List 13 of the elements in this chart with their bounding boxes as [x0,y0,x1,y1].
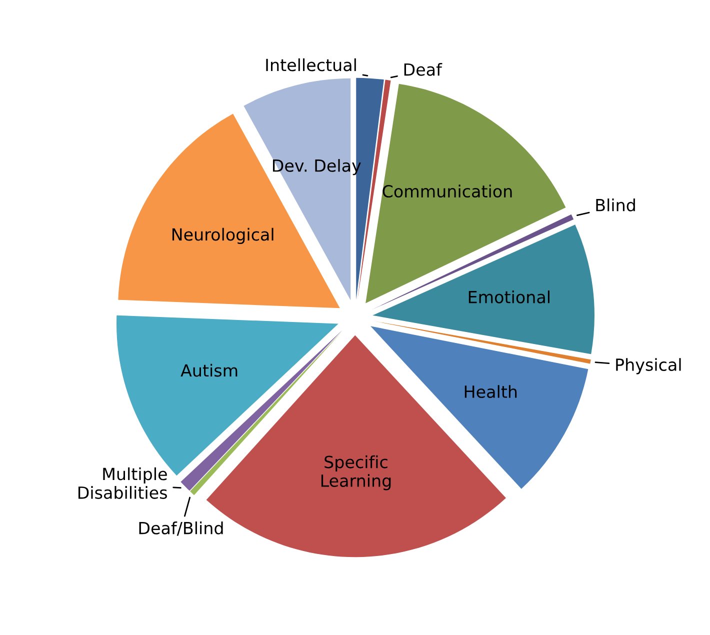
slice-label: Intellectual [266,58,356,72]
slice-label: Emotional [468,290,550,304]
slice-label: Communication [382,184,512,198]
slice-label: Physical [616,358,681,374]
slice-label: Neurological [172,228,274,244]
slice-label: Health [464,385,517,398]
slice-label: Specific Learning [321,455,391,490]
slice-label: Dev. Delay [272,159,361,176]
slice-label: Autism [180,364,238,377]
slice-label: Blind [596,198,635,212]
slice-label: Deaf/Blind [139,521,223,536]
slice-label: Multiple Disabilities [78,467,167,499]
slice-label: Deaf [404,62,442,76]
